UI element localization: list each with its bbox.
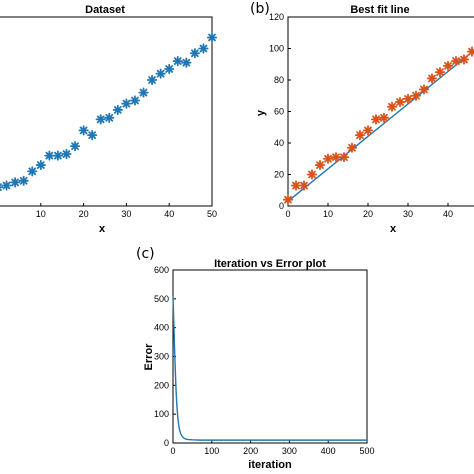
data-point: [394, 96, 406, 108]
x-tick-label: 10: [36, 209, 46, 219]
y-tick-label: 100: [269, 44, 284, 54]
data-point: [164, 63, 175, 75]
x-tick-label: 20: [79, 209, 89, 219]
data-point: [338, 152, 350, 163]
best-fit-x-label: x: [390, 223, 397, 235]
error-chart: (c) Iteration vs Error plot 0 100 200 300 40…: [136, 246, 375, 471]
data-point: [306, 169, 318, 180]
panel-c-label: (c): [136, 246, 155, 262]
data-point: [1, 180, 12, 191]
data-point: [434, 67, 446, 78]
data-point: [95, 114, 106, 125]
dataset-title: Dataset: [85, 4, 125, 16]
best-fit-y-label: y: [255, 109, 267, 116]
data-point: [314, 159, 326, 171]
data-point: [442, 60, 454, 71]
y-tick-label: 100: [154, 409, 169, 419]
error-title: Iteration vs Error plot: [214, 258, 326, 270]
y-tick-label: 200: [154, 380, 169, 390]
x-tick-label: 30: [121, 209, 131, 219]
best-fit-chart: (b) Best fit line 0 10 20 30 40 0 20 40 60 80 100 1…: [250, 1, 474, 235]
data-point: [129, 95, 141, 106]
y-tick-label: 400: [154, 323, 169, 333]
x-tick-label: 0: [285, 209, 290, 219]
data-point: [35, 159, 46, 171]
data-point: [61, 148, 72, 160]
data-point: [87, 130, 98, 141]
best-fit-plot-frame: [287, 16, 474, 207]
data-point: [410, 90, 422, 101]
y-tick-label: 60: [274, 107, 284, 117]
data-point: [322, 153, 334, 164]
data-point: [330, 152, 342, 163]
data-point: [121, 98, 132, 109]
data-point: [52, 150, 64, 161]
data-point: [146, 74, 158, 86]
dataset-chart: Dataset 10 20 30 40 50 x: [0, 4, 218, 235]
x-tick-label: 400: [321, 446, 336, 456]
data-point: [112, 104, 123, 116]
data-point: [450, 56, 462, 67]
x-tick-label: 0: [170, 446, 175, 456]
y-tick-label: 500: [154, 294, 169, 304]
data-point: [138, 87, 149, 98]
data-point: [198, 43, 209, 54]
data-point: [370, 114, 382, 125]
data-point: [426, 73, 438, 84]
x-tick-label: 50: [207, 209, 217, 219]
data-point: [104, 112, 115, 123]
x-tick-label: 30: [403, 209, 413, 219]
data-point: [172, 56, 183, 67]
data-point: [69, 141, 81, 152]
data-point: [458, 54, 470, 65]
data-point: [290, 180, 302, 191]
x-tick-label: 200: [243, 446, 258, 456]
y-tick-label: 300: [154, 352, 169, 362]
y-tick-label: 40: [274, 138, 284, 148]
error-x-label: iteration: [248, 459, 292, 471]
data-point: [18, 175, 29, 186]
x-tick-label: 20: [363, 209, 373, 219]
data-point: [10, 177, 21, 188]
x-tick-label: 40: [164, 209, 174, 219]
dataset-plot-frame: [0, 16, 213, 207]
best-fit-line: [287, 49, 474, 202]
dataset-x-label: x: [99, 223, 106, 235]
data-point: [354, 130, 366, 141]
data-point: [189, 48, 200, 59]
data-point: [0, 183, 4, 191]
data-point: [44, 150, 55, 161]
y-tick-label: 600: [154, 265, 169, 275]
data-point: [418, 84, 430, 95]
data-point: [282, 194, 294, 205]
x-tick-label: 10: [323, 209, 333, 219]
error-y-label: Error: [143, 343, 155, 371]
data-point: [27, 166, 38, 177]
y-tick-label: 20: [274, 170, 284, 180]
data-point: [378, 112, 390, 123]
panel-b-label: (b): [250, 1, 270, 17]
data-point: [386, 101, 398, 112]
data-point: [206, 32, 218, 43]
y-tick-label: 0: [164, 438, 169, 448]
y-tick-label: 80: [274, 75, 284, 85]
data-point: [466, 46, 474, 57]
data-point: [346, 142, 358, 153]
error-series-line: [172, 295, 367, 441]
data-point: [298, 180, 310, 191]
data-point: [155, 68, 166, 79]
y-tick-label: 120: [269, 12, 284, 22]
x-tick-label: 100: [204, 446, 219, 456]
data-point: [78, 125, 89, 136]
data-point: [362, 125, 374, 136]
x-tick-label: 500: [359, 446, 374, 456]
data-point: [402, 93, 414, 104]
x-tick-label: 40: [443, 209, 453, 219]
data-point: [181, 57, 192, 68]
x-tick-label: 300: [282, 446, 297, 456]
error-plot-frame: [172, 269, 368, 444]
best-fit-title: Best fit line: [350, 4, 409, 16]
y-tick-label: 0: [279, 201, 284, 211]
